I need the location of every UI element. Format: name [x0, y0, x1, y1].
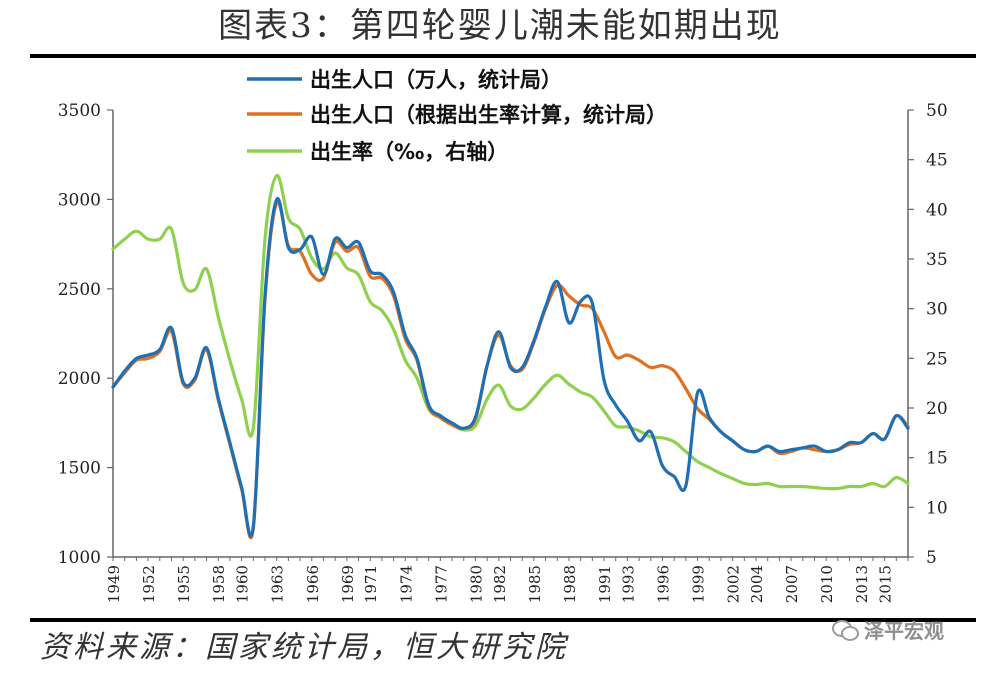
- y-right-tick-label: 10: [926, 498, 948, 518]
- y-right-tick-label: 45: [926, 151, 948, 171]
- legend-label-2: 出生人口（根据出生率计算，统计局）: [310, 103, 667, 127]
- series-line-3: [111, 173, 910, 491]
- y-right-tick-label: 30: [926, 300, 948, 320]
- y-right-tick-label: 40: [926, 200, 948, 220]
- x-tick-label: 2007: [783, 565, 801, 603]
- x-tick-label: 1993: [619, 565, 637, 603]
- wechat-icon: [832, 618, 859, 641]
- y-right-tick-label: 50: [926, 101, 948, 121]
- y-left-tick-label: 3000: [58, 190, 101, 210]
- y-left-tick-label: 1500: [58, 459, 101, 479]
- bottom-rule: [30, 618, 976, 622]
- x-tick-label: 2010: [818, 565, 836, 603]
- x-tick-label: 1980: [467, 565, 485, 603]
- x-tick-label: 1977: [432, 565, 450, 603]
- x-tick-label: 1966: [304, 565, 322, 603]
- series-layer: [111, 173, 910, 540]
- legend-label-3: 出生率（‰，右轴）: [310, 140, 508, 164]
- watermark-text: 泽平宏观: [864, 618, 944, 643]
- x-tick-label: 1952: [140, 565, 158, 603]
- y-right-tick-label: 5: [926, 548, 937, 568]
- x-tick-label: 1991: [596, 565, 614, 603]
- y-left-tick-label: 2000: [58, 369, 101, 389]
- top-rule: [30, 54, 976, 58]
- x-tick-label: 2013: [853, 565, 871, 603]
- y-right-tick-label: 20: [926, 399, 948, 419]
- axes-layer: 1000 1500 2000 2500 3000 3500 5 10 15 20 25 30 35 40 4…: [58, 101, 948, 603]
- y-right-tick-label: 25: [926, 349, 948, 369]
- y-left-tick-label: 1000: [58, 548, 101, 568]
- x-tick-label: 1982: [491, 565, 509, 603]
- series-line-1: [111, 197, 910, 538]
- x-tick-label: 1960: [234, 565, 252, 603]
- x-tick-label: 1955: [175, 565, 193, 603]
- watermark: 泽平宏观: [832, 612, 944, 646]
- y-left-tick-label: 3500: [58, 101, 101, 121]
- y-right-tick-label: 15: [926, 449, 948, 469]
- x-tick-label: 1988: [561, 565, 579, 603]
- x-tick-label: 1985: [526, 565, 544, 603]
- x-tick-label: 1963: [269, 565, 287, 603]
- x-tick-label: 2002: [725, 565, 743, 603]
- x-tick-label: 1996: [654, 565, 672, 603]
- legend: 出生人口（万人，统计局） 出生人口（根据出生率计算，统计局） 出生率（‰，右轴）: [247, 68, 667, 164]
- page-title: 图表3：第四轮婴儿潮未能如期出现: [218, 6, 782, 46]
- x-tick-label: 1958: [210, 565, 228, 603]
- y-right-tick-label: 35: [926, 250, 948, 270]
- x-tick-label: 1949: [105, 565, 123, 603]
- legend-label-1: 出生人口（万人，统计局）: [310, 68, 562, 92]
- x-tick-label: 1969: [339, 565, 357, 603]
- source-note: 资料来源：国家统计局，恒大研究院: [40, 630, 568, 665]
- x-tick-label: 2004: [748, 565, 766, 603]
- x-tick-label: 1971: [362, 565, 380, 603]
- x-tick-label: 2015: [877, 565, 895, 603]
- y-left-tick-label: 2500: [58, 280, 101, 300]
- x-tick-label: 1974: [397, 565, 415, 603]
- x-tick-label: 1999: [690, 565, 708, 603]
